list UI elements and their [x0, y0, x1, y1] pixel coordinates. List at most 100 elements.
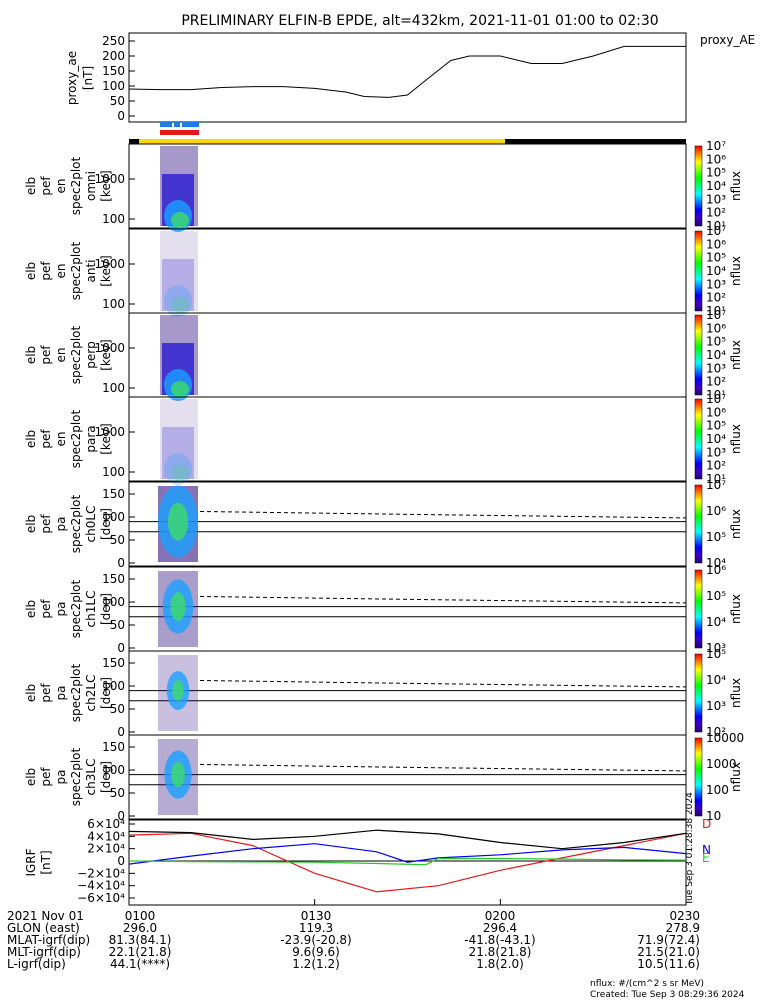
pa-colorbar-label: 10³ [706, 641, 726, 655]
pa-panel-ylabel: spec2plot [69, 747, 83, 806]
pa-panel-frame [128, 566, 687, 652]
pa-panel-ylabel: elb [24, 684, 38, 702]
pa-colorbar-label: 10² [706, 725, 726, 739]
status-bars [129, 122, 686, 144]
energy-colorbar-label: 10⁵ [706, 419, 726, 433]
pa-colorbar-label: 10⁵ [706, 530, 726, 544]
energy-colorbar-label: 10⁷ [706, 139, 726, 153]
day-bar [139, 139, 505, 144]
spectrogram-fill-mid [162, 259, 194, 311]
pa-ytick-label: 150 [102, 487, 125, 501]
red-bar [160, 130, 199, 135]
igrf-frame [128, 819, 687, 906]
energy-panel-ylabel: elb [24, 430, 38, 448]
pa-colorbar-label: 10 [706, 809, 721, 823]
ae-ytick-label: 200 [102, 49, 125, 63]
pa-antilosscone-line [199, 510, 687, 519]
ephemeris-value: 0230 [669, 909, 700, 923]
pa-panel-ylabel: [deg] [99, 508, 113, 540]
pa-colorbar-label: 10⁷ [706, 478, 726, 492]
energy-colorbar-label: 10⁴ [706, 348, 726, 362]
energy-colorbar-label: 10³ [706, 361, 726, 375]
igrf-ytick-label: −6×10⁴ [77, 891, 125, 905]
pa-panel-ylabel: pa [54, 517, 68, 532]
energy-panel-ylabel: pef [39, 429, 53, 449]
pa-ytick-label: 100 [102, 595, 125, 609]
pa-panel-ylabel: pef [39, 767, 53, 787]
spectrogram-fill-core [164, 453, 192, 485]
energy-ytick-label: 100 [102, 381, 125, 395]
ephemeris-value: 44.1(****) [110, 957, 170, 971]
pa-panel-ylabel: pef [39, 683, 53, 703]
energy-panel-ylabel: elb [24, 346, 38, 364]
footer: nflux: #/(cm^2 s sr MeV)Created: Tue Sep… [590, 979, 745, 1000]
energy-colorbar [694, 230, 703, 312]
energy-panel-ylabel: [keV] [99, 255, 113, 286]
energy-panel-ylabel: anti [84, 260, 98, 283]
ephemeris-value: 296.4 [483, 921, 517, 935]
pa-panel-ylabel: [deg] [99, 593, 113, 625]
energy-panel-ylabel: [keV] [99, 170, 113, 201]
ephemeris-value: 0130 [301, 909, 332, 923]
spectrogram-fill-peak [171, 381, 189, 397]
created-note: Created: Tue Sep 3 08:29:36 2024 [590, 990, 745, 1000]
energy-colorbar-label: 10⁶ [706, 237, 726, 251]
pa-ytick-label: 150 [102, 572, 125, 586]
energy-panel-ylabel: [keV] [99, 423, 113, 454]
ae-ytick-label: 250 [102, 34, 125, 48]
pa-panel-ylabel: spec2plot [69, 663, 83, 722]
pa-panel-frame [128, 734, 687, 820]
ephemeris-row-label: GLON (east) [7, 921, 80, 935]
energy-colorbar-title: nflux [729, 340, 743, 370]
ephemeris-row-label: MLAT-igrf(dip) [7, 933, 90, 947]
energy-panel-frame [128, 143, 687, 229]
pa-colorbar-title: nflux [729, 678, 743, 708]
chart-title: PRELIMINARY ELFIN-B EPDE, alt=432km, 202… [181, 13, 658, 29]
blue-bar [174, 122, 180, 127]
igrf-ytick-label: 6×10⁴ [87, 817, 125, 831]
pa-colorbar-label: 10³ [706, 699, 726, 713]
energy-panel-ylabel: elb [24, 262, 38, 280]
blue-bar [160, 122, 172, 127]
pa-panel-ylabel: [deg] [99, 677, 113, 709]
energy-colorbar [694, 398, 703, 480]
spectrogram-fill-mid [162, 427, 194, 479]
pa-spectrogram-peak [170, 592, 186, 621]
energy-panel-ylabel: pef [39, 261, 53, 281]
energy-panel-ylabel: spec2plot [69, 409, 83, 468]
ephemeris-table: 2021 Nov 01 0100 0130 0200 0230 GLON (east) 29… [7, 909, 700, 971]
pa-panel-ylabel: spec2plot [69, 494, 83, 553]
igrf-series-line [128, 832, 687, 893]
pa-antilosscone-line [199, 679, 687, 688]
energy-ytick-label: 1000 [94, 172, 125, 186]
energy-colorbar-label: 10³ [706, 445, 726, 459]
energy-colorbar-label: 10² [706, 291, 726, 305]
energy-colorbar-label: 10¹ [706, 388, 726, 402]
igrf-legend-D: D [702, 817, 711, 831]
energy-colorbar-label: 10² [706, 375, 726, 389]
pa-spectrogram-peak [172, 680, 184, 701]
energy-colorbar-label: 10¹ [706, 472, 726, 486]
energy-colorbar-label: 10⁷ [706, 392, 726, 406]
energy-colorbar-label: 10⁷ [706, 224, 726, 238]
energy-colorbar-label: 10² [706, 459, 726, 473]
blue-bar [182, 122, 199, 127]
igrf-ytick-label: 0 [117, 854, 125, 868]
energy-panel-ylabel: en [54, 179, 68, 194]
energy-colorbar-label: 10¹ [706, 219, 726, 233]
side-timestamp: Tue Sep 3 01:28:38 2024 [685, 792, 695, 906]
energy-colorbar-label: 10² [706, 206, 726, 220]
ae-ytick-label: 150 [102, 64, 125, 78]
pa-colorbar-title: nflux [729, 762, 743, 792]
energy-panel-ylabel: en [54, 432, 68, 447]
pa-ytick-label: 100 [102, 679, 125, 693]
ae-series-line [128, 45, 686, 98]
pa-colorbar-label: 10⁴ [706, 673, 726, 687]
pa-colorbar [694, 653, 703, 733]
pa-panel-ylabel: elb [24, 768, 38, 786]
spectrogram-fill-peak [171, 212, 189, 228]
energy-colorbar-label: 10⁶ [706, 405, 726, 419]
pa-panel-ylabel: [deg] [99, 761, 113, 793]
